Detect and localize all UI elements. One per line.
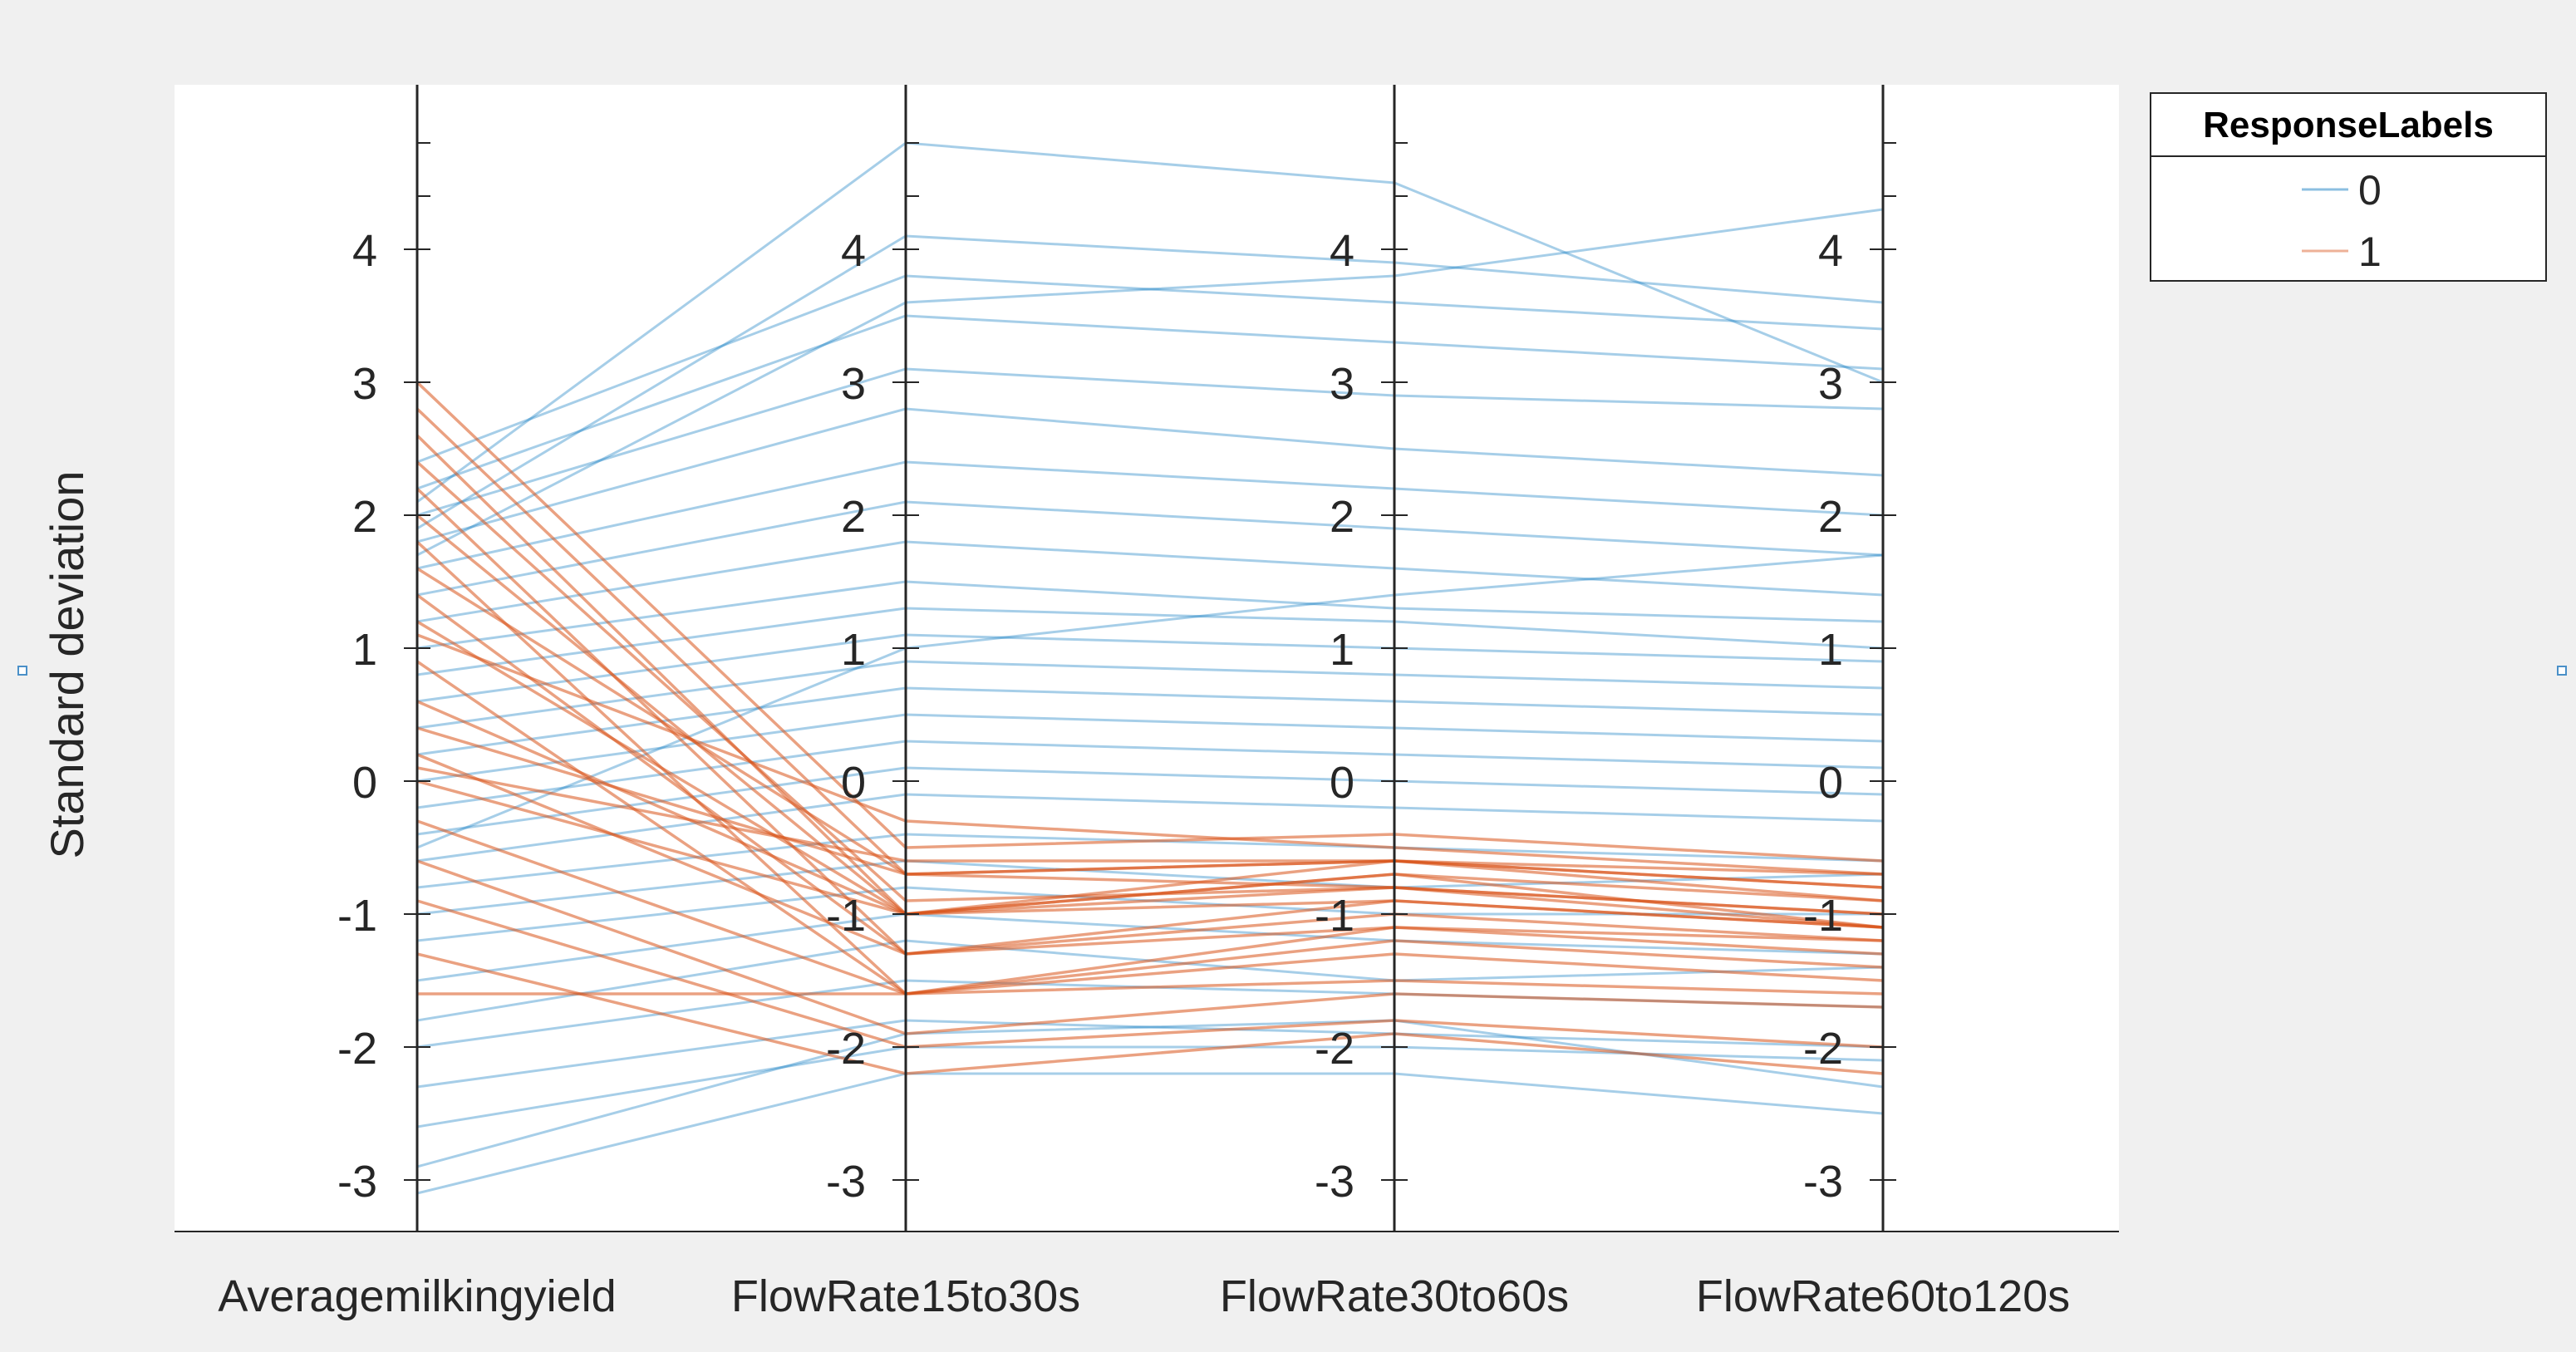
y-tick-label: 3: [841, 359, 866, 409]
legend: ResponseLabels 01: [2150, 92, 2547, 282]
series-0-line: [416, 460, 1884, 570]
series-1-line: [416, 620, 1884, 929]
y-tick-label: 1: [841, 625, 866, 675]
coordinate-axis: -3 -2 -1 0 1 2 3 4 FlowRate30to60s: [1220, 85, 1569, 1321]
legend-box: [2150, 92, 2547, 282]
y-tick-label: -3: [1315, 1157, 1354, 1207]
series-0-line: [416, 208, 1884, 557]
y-tick-label: 1: [352, 625, 377, 675]
series-0-line: [416, 660, 1884, 730]
series-0-line: [416, 314, 1884, 490]
legend-label: 0: [2358, 167, 2382, 214]
y-tick-label: -1: [337, 891, 377, 941]
y-tick-label: 0: [841, 758, 866, 808]
series-1-line: [416, 633, 1884, 876]
legend-entry: 1: [2302, 229, 2382, 275]
series-1-line: [417, 979, 1884, 996]
series-1-line: [415, 514, 1884, 929]
series-1-line: [416, 660, 1884, 996]
series-1-line: [416, 779, 1884, 929]
y-tick-label: 0: [1330, 758, 1354, 808]
y-tick-label: 3: [1818, 359, 1843, 409]
series-0-line: [416, 234, 1884, 530]
x-category-label: FlowRate15to30s: [731, 1271, 1080, 1321]
series-lines: [415, 141, 1884, 1195]
resize-handle-left[interactable]: [17, 666, 27, 676]
series-1: [415, 381, 1884, 1075]
y-tick-label: -2: [1803, 1024, 1843, 1074]
y-tick-label: -3: [1803, 1157, 1843, 1207]
y-tick-label: -3: [337, 1157, 377, 1207]
y-tick-label: -3: [826, 1157, 866, 1207]
series-1-line: [416, 726, 1884, 889]
series-0-line: [416, 633, 1884, 703]
y-tick-label: 4: [841, 226, 866, 276]
series-0-line: [416, 500, 1884, 597]
y-axis-label: Standard deviation: [41, 470, 93, 858]
y-tick-label: 0: [1818, 758, 1843, 808]
legend-entry: 0: [2302, 167, 2382, 214]
y-tick-label: -2: [337, 1024, 377, 1074]
series-0-line: [416, 540, 1884, 623]
resize-handle-right[interactable]: [2557, 666, 2567, 676]
series-1-line: [416, 899, 1884, 1049]
coordinate-axis: -3 -2 -1 0 1 2 3 4 Averagemilkingyield: [218, 85, 617, 1321]
legend-title: ResponseLabels: [2203, 105, 2494, 145]
y-tick-label: 4: [352, 226, 377, 276]
series-1-line: [415, 381, 1884, 863]
y-tick-label: 0: [352, 758, 377, 808]
y-tick-label: 2: [1330, 492, 1354, 542]
series-1-line: [416, 766, 1884, 876]
legend-label: 1: [2358, 229, 2382, 275]
series-0-line: [416, 141, 1884, 504]
series-0-line: [416, 1019, 1884, 1089]
coordinate-axis: -3 -2 -1 0 1 2 3 4 FlowRate60to120s: [1696, 85, 2070, 1321]
series-0-line: [416, 367, 1884, 517]
y-tick-label: -1: [1803, 891, 1843, 941]
x-category-label: FlowRate60to120s: [1696, 1271, 2070, 1321]
axes: -3 -2 -1 0 1 2 3 4 Averagemilkingyield -3 -2 -1 0 1 2 3…: [175, 85, 2119, 1321]
x-category-label: FlowRate30to60s: [1220, 1271, 1569, 1321]
y-tick-label: 2: [352, 492, 377, 542]
series-1-line: [416, 952, 1884, 1075]
y-tick-label: 4: [1330, 226, 1354, 276]
series-1-line: [416, 819, 1884, 996]
y-tick-label: 1: [1818, 625, 1843, 675]
series-1-line: [416, 700, 1884, 916]
x-category-label: Averagemilkingyield: [218, 1271, 616, 1321]
y-tick-label: 2: [841, 492, 866, 542]
y-tick-label: -1: [1315, 891, 1354, 941]
series-0-line: [416, 274, 1884, 464]
y-tick-label: 2: [1818, 492, 1843, 542]
series-0-line: [416, 553, 1884, 849]
series-0-line: [416, 1072, 1884, 1195]
y-tick-label: 4: [1818, 226, 1843, 276]
y-tick-label: 1: [1330, 625, 1354, 675]
series-0-line: [416, 713, 1884, 783]
y-tick-label: -1: [826, 891, 866, 941]
y-tick-label: 3: [1330, 359, 1354, 409]
plot-area: [175, 85, 2119, 1232]
y-tick-label: -2: [826, 1024, 866, 1074]
y-tick-label: -2: [1315, 1024, 1354, 1074]
series-1-line: [415, 593, 1884, 956]
legend-entries: 01: [2302, 167, 2382, 275]
series-1-line: [416, 753, 1884, 956]
series-0-line: [416, 407, 1884, 543]
series-1-line: [416, 859, 1884, 1035]
coordinate-axis: -3 -2 -1 0 1 2 3 4 FlowRate15to30s: [731, 85, 1080, 1321]
y-tick-label: 3: [352, 359, 377, 409]
